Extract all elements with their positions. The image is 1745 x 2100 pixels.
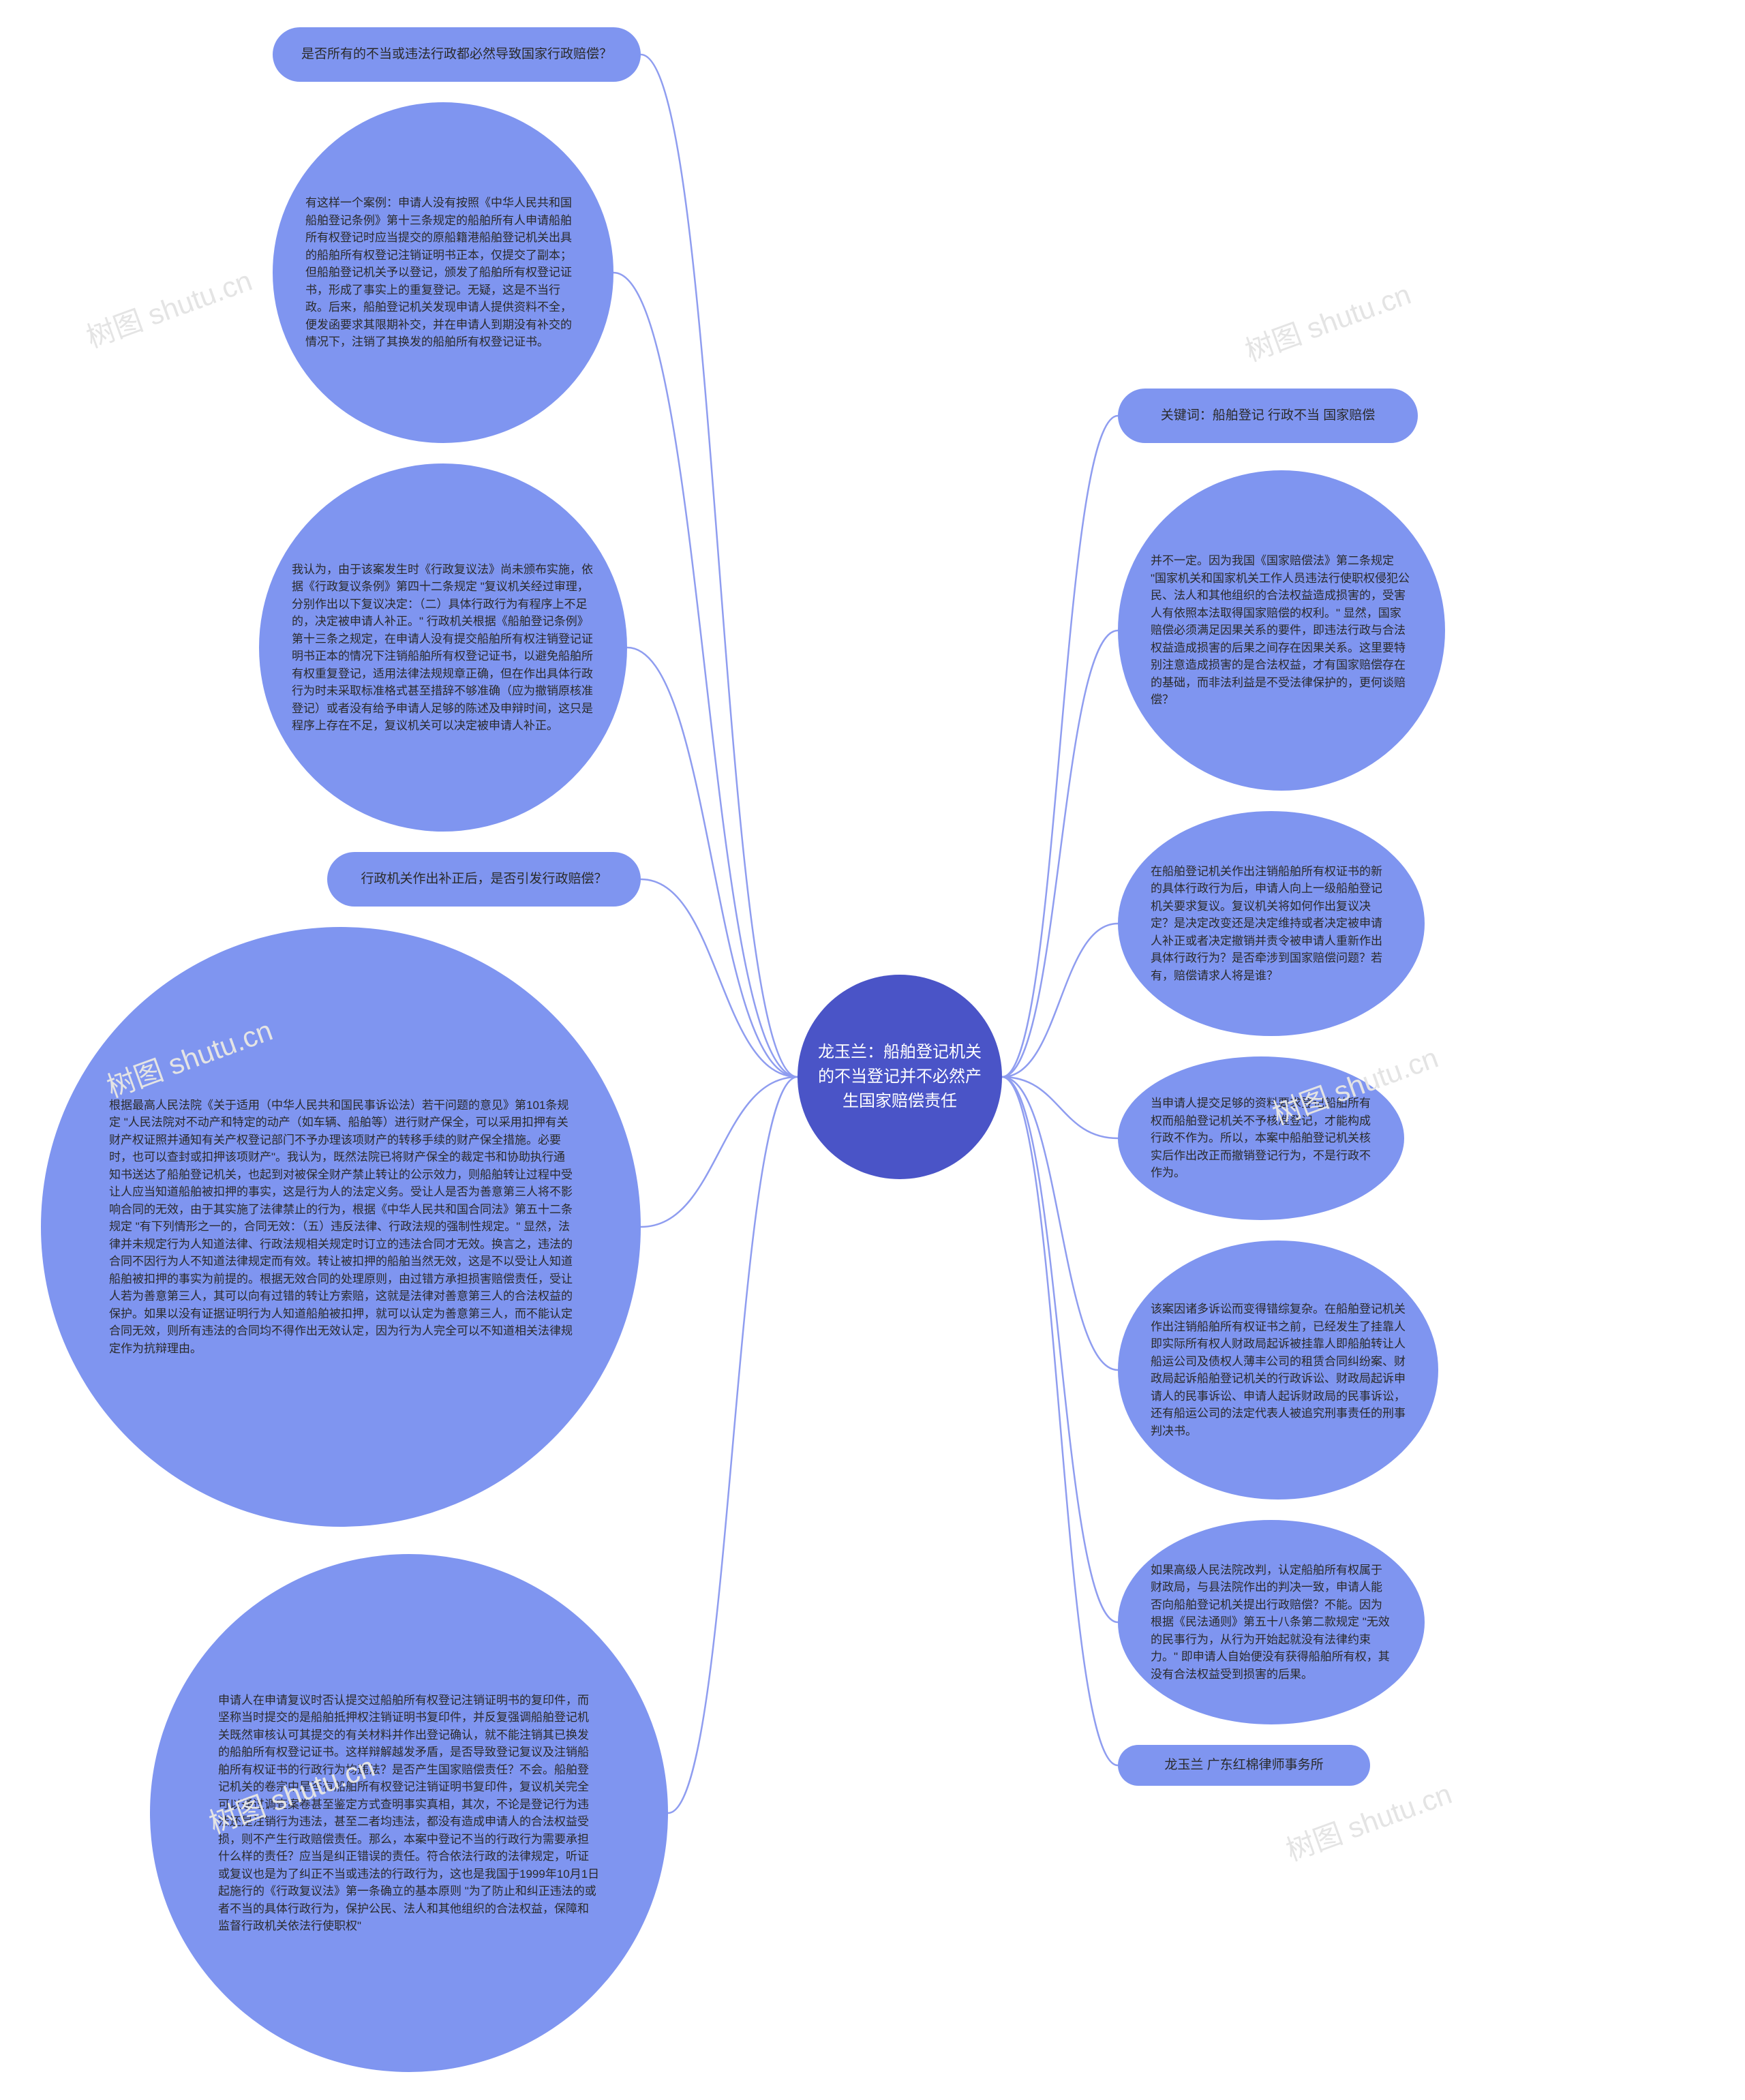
mindmap-node[interactable]: 根据最高人民法院《关于适用（中华人民共和国民事诉讼法）若干问题的意见》第101条… (41, 927, 641, 1527)
mindmap-node[interactable]: 并不一定。因为我国《国家赔偿法》第二条规定 "国家机关和国家机关工作人员违法行使… (1118, 470, 1445, 791)
mindmap-node[interactable]: 有这样一个案例：申请人没有按照《中华人民共和国船舶登记条例》第十三条规定的船舶所… (273, 102, 613, 443)
mindmap-node[interactable]: 该案因诸多诉讼而变得错综复杂。在船舶登记机关作出注销船舶所有权证书之前，已经发生… (1118, 1241, 1438, 1500)
node-text: 是否所有的不当或违法行政都必然导致国家行政赔偿？ (301, 45, 612, 65)
mindmap-node[interactable]: 行政机关作出补正后，是否引发行政赔偿？ (327, 852, 641, 907)
mindmap-node[interactable]: 关键词：船舶登记 行政不当 国家赔偿 (1118, 389, 1418, 443)
node-text: 行政机关作出补正后，是否引发行政赔偿？ (361, 870, 607, 889)
node-text: 该案因诸多诉讼而变得错综复杂。在船舶登记机关作出注销船舶所有权证书之前，已经发生… (1151, 1300, 1406, 1440)
node-text: 有这样一个案例：申请人没有按照《中华人民共和国船舶登记条例》第十三条规定的船舶所… (305, 194, 581, 351)
node-text: 龙玉兰 广东红棉律师事务所 (1164, 1756, 1323, 1776)
node-text: 关键词：船舶登记 行政不当 国家赔偿 (1161, 406, 1376, 426)
node-text: 如果高级人民法院改判，认定船舶所有权属于财政局，与县法院作出的判决一致，申请人能… (1151, 1562, 1392, 1684)
mindmap-center-node[interactable]: 龙玉兰：船舶登记机关的不当登记并不必然产生国家赔偿责任 (798, 975, 1002, 1179)
mindmap-node[interactable]: 是否所有的不当或违法行政都必然导致国家行政赔偿？ (273, 27, 641, 82)
mindmap-node[interactable]: 在船舶登记机关作出注销船舶所有权证书的新的具体行政行为后，申请人向上一级船舶登记… (1118, 811, 1425, 1036)
node-text: 当申请人提交足够的资料要求登记船舶所有权而船舶登记机关不予核准登记，才能构成行政… (1151, 1095, 1371, 1182)
node-text: 我认为，由于该案发生时《行政复议法》尚未颁布实施，依据《行政复议条例》第四十二条… (292, 561, 594, 735)
mindmap-node[interactable]: 当申请人提交足够的资料要求登记船舶所有权而船舶登记机关不予核准登记，才能构成行政… (1118, 1056, 1404, 1220)
mindmap-node[interactable]: 申请人在申请复议时否认提交过船舶所有权登记注销证明书的复印件，而坚称当时提交的是… (150, 1554, 668, 2072)
node-text: 根据最高人民法院《关于适用（中华人民共和国民事诉讼法）若干问题的意见》第101条… (109, 1097, 573, 1358)
mindmap-node[interactable]: 如果高级人民法院改判，认定船舶所有权属于财政局，与县法院作出的判决一致，申请人能… (1118, 1520, 1425, 1724)
mindmap-node[interactable]: 我认为，由于该案发生时《行政复议法》尚未颁布实施，依据《行政复议条例》第四十二条… (259, 463, 627, 832)
center-node-text: 龙玉兰：船舶登记机关的不当登记并不必然产生国家赔偿责任 (814, 1040, 986, 1114)
node-text: 并不一定。因为我国《国家赔偿法》第二条规定 "国家机关和国家机关工作人员违法行使… (1151, 552, 1412, 709)
node-text: 在船舶登记机关作出注销船舶所有权证书的新的具体行政行为后，申请人向上一级船舶登记… (1151, 863, 1392, 985)
node-text: 申请人在申请复议时否认提交过船舶所有权登记注销证明书的复印件，而坚称当时提交的是… (218, 1692, 600, 1935)
mindmap-node[interactable]: 龙玉兰 广东红棉律师事务所 (1118, 1745, 1370, 1786)
